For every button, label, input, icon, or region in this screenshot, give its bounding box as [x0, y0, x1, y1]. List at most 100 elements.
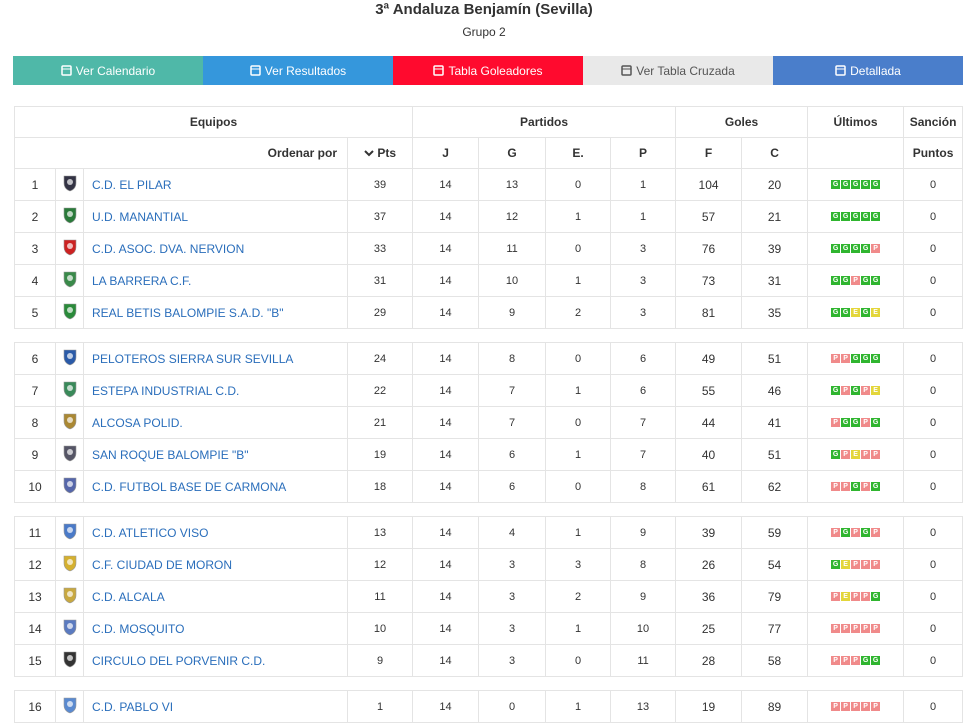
position: 6	[14, 342, 56, 375]
stat: 1	[610, 200, 677, 233]
stat: 59	[741, 516, 809, 549]
result-badge: G	[831, 244, 841, 253]
team-name[interactable]: REAL BETIS BALOMPIE S.A.D. "B"	[83, 296, 348, 329]
stat: 0	[545, 470, 612, 503]
logo-cell	[55, 232, 84, 265]
result-badge: G	[831, 180, 841, 189]
nav-button[interactable]: Tabla Goleadores	[393, 56, 583, 85]
stat: 1	[545, 438, 612, 471]
result-badge: G	[861, 308, 871, 317]
result-badge: G	[861, 354, 871, 363]
team-name[interactable]: C.F. CIUDAD DE MORON	[83, 548, 348, 581]
position: 1	[14, 168, 56, 201]
team-name[interactable]: PELOTEROS SIERRA SUR SEVILLA	[83, 342, 348, 375]
result-badge: P	[871, 244, 881, 253]
team-name[interactable]: ESTEPA INDUSTRIAL C.D.	[83, 374, 348, 407]
logo-cell	[55, 406, 84, 439]
result-badge: G	[851, 482, 861, 491]
team-row: 3 C.D. ASOC. DVA. NERVION 33 14 11 0 3 76 39 G G G G…	[14, 232, 964, 265]
stat: 14	[412, 516, 480, 549]
team-name[interactable]: U.D. MANANTIAL	[83, 200, 348, 233]
team-name[interactable]: CIRCULO DEL PORVENIR C.D.	[83, 644, 348, 677]
nav-button[interactable]: Ver Resultados	[203, 56, 393, 85]
team-name[interactable]: C.D. ASOC. DVA. NERVION	[83, 232, 348, 265]
result-badge: P	[841, 702, 851, 711]
logo-cell	[55, 516, 84, 549]
stat: 6	[478, 470, 547, 503]
separator-row	[14, 328, 963, 343]
stat: 46	[741, 374, 809, 407]
stat: 89	[741, 690, 809, 723]
stat: 20	[741, 168, 809, 201]
team-name[interactable]: LA BARRERA C.F.	[83, 264, 348, 297]
stat: 51	[741, 342, 809, 375]
result-badge: P	[861, 702, 871, 711]
stat: 1	[545, 516, 612, 549]
button-label: Ver Tabla Cruzada	[636, 63, 735, 78]
result-badge: G	[861, 244, 871, 253]
sort-pts[interactable]: Pts	[346, 137, 414, 169]
stat: 0	[545, 342, 612, 375]
logo-cell	[55, 168, 84, 201]
separator-row	[14, 676, 963, 691]
team-name[interactable]: C.D. MOSQUITO	[83, 612, 348, 645]
result-badge: G	[831, 276, 841, 285]
stat: 36	[675, 580, 743, 613]
stat: 2	[545, 296, 612, 329]
stat: 39	[346, 168, 414, 201]
team-logo	[63, 271, 76, 288]
stat: 1	[545, 690, 612, 723]
logo-cell	[55, 438, 84, 471]
logo-cell	[55, 374, 84, 407]
result-badge: G	[851, 244, 861, 253]
nav-button[interactable]: Ver Tabla Cruzada	[583, 56, 773, 85]
team-name[interactable]: C.D. ALCALA	[83, 580, 348, 613]
sanction: 0	[903, 374, 964, 407]
stat: 40	[675, 438, 743, 471]
result-badge: G	[831, 386, 841, 395]
team-name[interactable]: C.D. EL PILAR	[83, 168, 348, 201]
stat: 6	[478, 438, 547, 471]
team-logo	[63, 207, 76, 224]
nav-button[interactable]: Ver Calendario	[13, 56, 203, 85]
team-name[interactable]: C.D. FUTBOL BASE DE CARMONA	[83, 470, 348, 503]
team-name[interactable]: ALCOSA POLID.	[83, 406, 348, 439]
button-label: Detallada	[850, 63, 901, 78]
result-badge: P	[851, 528, 861, 537]
stat: 14	[412, 406, 480, 439]
result-badge: P	[851, 276, 861, 285]
header-cell: Equipos	[13, 106, 414, 138]
team-name[interactable]: C.D. PABLO VI	[83, 690, 348, 723]
stat: 31	[741, 264, 809, 297]
stat: 0	[545, 232, 612, 265]
stat: 1	[610, 168, 677, 201]
team-logo	[63, 445, 76, 462]
team-logo	[63, 523, 76, 540]
result-badge: P	[871, 450, 881, 459]
team-row: 1 C.D. EL PILAR 39 14 13 0 1 104 20 G G G G G 0	[14, 168, 964, 201]
stat: 1	[346, 690, 414, 723]
stat: 3	[610, 296, 677, 329]
stat: 41	[741, 406, 809, 439]
nav-button[interactable]: Detallada	[773, 56, 963, 85]
separator-cell	[14, 328, 963, 343]
position: 13	[14, 580, 56, 613]
logo-cell	[55, 644, 84, 677]
stat: 61	[675, 470, 743, 503]
result-badge: G	[871, 276, 881, 285]
logo-cell	[55, 264, 84, 297]
result-badge: G	[831, 560, 841, 569]
team-name[interactable]: C.D. ATLETICO VISO	[83, 516, 348, 549]
result-badge: P	[831, 702, 841, 711]
team-name[interactable]: SAN ROQUE BALOMPIE "B"	[83, 438, 348, 471]
stat: 29	[346, 296, 414, 329]
button-label: Tabla Goleadores	[448, 63, 543, 78]
